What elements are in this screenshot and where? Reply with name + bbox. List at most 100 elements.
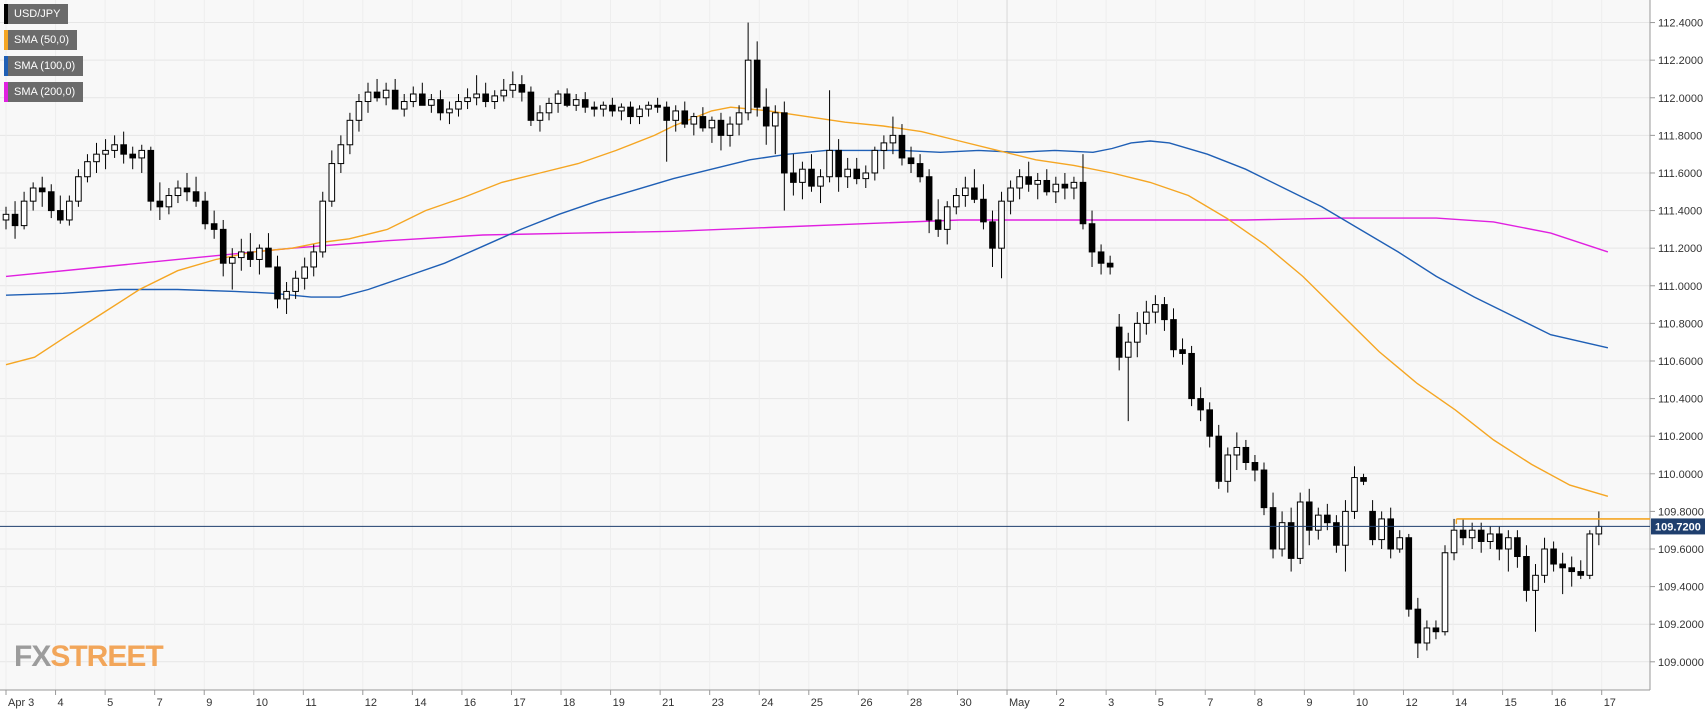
y-tick-label: 112.2000 [1658,55,1703,67]
candle [799,161,806,200]
candle [409,86,417,108]
candle [56,195,64,224]
candle [916,154,924,183]
candle [826,90,833,183]
candle [663,101,670,162]
candle [1441,545,1449,636]
candle [1133,312,1141,358]
candle [328,150,336,207]
candle-body [382,89,390,99]
candle-body [871,149,879,174]
candle [1260,462,1268,516]
candle-body [717,119,725,136]
candle-body [1179,349,1186,354]
candle-body [527,91,535,121]
y-tick-label: 110.8000 [1658,318,1703,330]
candle [1043,169,1051,196]
candle-body [826,149,833,178]
candle-body [183,187,191,193]
candle-body [1215,435,1223,482]
candle [717,112,725,151]
candle-body [1468,529,1476,539]
legend-item-sma100[interactable]: SMA (100,0) [4,56,84,76]
candle [1568,556,1576,587]
candle [1124,332,1132,422]
candle-body [428,99,435,106]
candle-body [916,163,924,178]
candle-body [156,200,164,208]
candle-body [1206,409,1213,437]
candle [419,82,426,106]
legend-swatch [4,56,8,76]
candle [346,112,354,155]
candle-body [1369,510,1376,541]
candle-body [1088,223,1096,253]
candle [989,210,996,267]
candle-body [66,200,73,221]
candle-body [56,210,64,221]
candle-body [1170,319,1177,351]
legend-item-sma50[interactable]: SMA (50,0) [4,30,78,50]
candle [138,144,146,173]
y-tick-label: 110.0000 [1658,469,1703,481]
candle-body [238,251,245,259]
candle [219,219,227,277]
candle-body [1314,514,1322,531]
candlesticks [2,22,1603,659]
candle [971,169,978,204]
fxstreet-logo: FXSTREET [14,640,164,674]
candle [47,184,55,219]
y-tick-label: 112.0000 [1658,93,1703,105]
candle [482,82,489,108]
candle-body [1405,537,1413,610]
candle-body [1495,533,1503,550]
y-tick-label: 109.0000 [1658,657,1704,669]
candle-body [1016,176,1023,189]
candle [925,169,933,234]
candle [1305,488,1313,546]
candle [1251,454,1259,482]
candle-body [1043,179,1051,193]
legend-item-usdjpy[interactable]: USD/JPY [4,4,69,24]
candle-body [781,112,788,174]
candle [1287,507,1295,572]
candle [1550,541,1557,572]
candle-body [1514,537,1521,558]
legend-item-sma200[interactable]: SMA (200,0) [4,82,84,102]
candle [862,165,870,189]
candle-body [11,213,19,227]
candle-body [1161,304,1168,321]
candle-body [1595,525,1603,535]
candle-body [1007,187,1014,202]
candle-body [219,228,227,264]
candle-body [1269,507,1277,550]
candle [1324,503,1331,531]
candle [265,233,272,268]
candle-body [1486,533,1494,542]
candle [355,94,363,132]
candle-body [799,168,806,183]
x-tick-label: 19 [613,697,625,709]
candle [364,82,372,113]
candle [156,182,164,220]
candle-body [147,149,155,202]
x-tick-label: 16 [464,697,476,709]
x-tick-label: 18 [563,697,575,709]
candle-body [1106,262,1114,268]
candle [762,88,770,145]
candle-body [274,266,281,300]
candle-body [355,101,363,121]
y-tick-label: 109.6000 [1658,544,1704,556]
candle-body [38,187,46,193]
candle-body [1342,510,1349,546]
candle-body [228,257,236,264]
candle [1514,530,1521,568]
y-tick-label: 109.4000 [1658,582,1704,594]
candle-body [419,93,426,106]
candle-body [1034,179,1042,185]
candle-body [491,95,499,103]
candle-body [1441,552,1449,633]
candle-body [880,142,888,151]
candle [1541,537,1548,583]
